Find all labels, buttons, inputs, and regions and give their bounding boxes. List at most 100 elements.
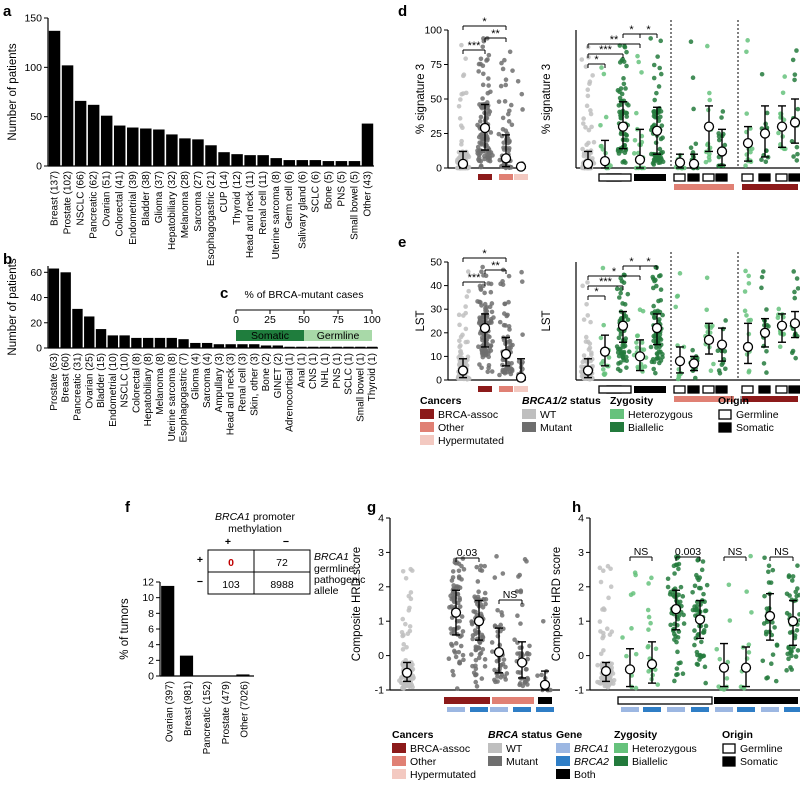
y-tick-label: 100 bbox=[424, 25, 442, 37]
data-point bbox=[585, 313, 591, 318]
data-point bbox=[499, 610, 504, 615]
data-point bbox=[722, 142, 728, 148]
data-point bbox=[746, 281, 752, 286]
data-point bbox=[479, 676, 485, 681]
data-point bbox=[654, 345, 659, 350]
data-point bbox=[501, 140, 507, 145]
data-point bbox=[634, 110, 639, 116]
bar bbox=[178, 339, 189, 348]
segment-label: Germline bbox=[317, 330, 360, 342]
somatic-square bbox=[758, 385, 771, 394]
data-point bbox=[501, 337, 507, 343]
category-label: Germ cell (6) bbox=[284, 171, 295, 229]
cancer-strip bbox=[742, 396, 798, 402]
data-point bbox=[793, 654, 799, 659]
data-point bbox=[629, 626, 634, 631]
data-point bbox=[746, 642, 752, 647]
panel-label-d: d bbox=[398, 3, 407, 20]
legend-swatch bbox=[556, 743, 570, 753]
data-point bbox=[780, 90, 786, 96]
bar bbox=[272, 345, 284, 348]
category-label: Breast (981) bbox=[183, 681, 194, 736]
bar bbox=[127, 127, 139, 166]
data-point bbox=[760, 658, 766, 664]
legend-swatch bbox=[556, 756, 570, 766]
data-point bbox=[653, 646, 659, 652]
data-point bbox=[486, 365, 491, 371]
data-point bbox=[675, 671, 680, 677]
category-label: Ovarian (51) bbox=[102, 171, 113, 227]
data-point bbox=[653, 140, 659, 146]
data-point bbox=[403, 576, 409, 581]
data-point bbox=[608, 566, 613, 572]
data-point bbox=[784, 668, 789, 673]
category-label: Hepatobiliary (8) bbox=[143, 353, 154, 426]
data-point bbox=[446, 656, 452, 662]
data-point bbox=[498, 83, 504, 89]
data-point bbox=[589, 356, 595, 362]
data-point bbox=[486, 158, 491, 163]
data-point bbox=[759, 71, 765, 77]
legend-item: Biallelic bbox=[628, 422, 664, 434]
data-point bbox=[482, 657, 488, 662]
bar bbox=[260, 345, 272, 348]
data-point bbox=[793, 355, 798, 361]
data-point bbox=[676, 592, 681, 598]
data-point bbox=[785, 651, 790, 657]
data-point bbox=[473, 645, 479, 651]
col-header: − bbox=[283, 536, 289, 548]
data-point bbox=[489, 309, 495, 315]
category-label: Uterine sarcoma (8) bbox=[167, 353, 178, 441]
data-point bbox=[477, 315, 482, 320]
data-point bbox=[502, 57, 507, 63]
side-label: allele bbox=[314, 585, 339, 597]
data-point bbox=[766, 569, 771, 575]
data-point bbox=[595, 662, 600, 668]
legend-item: BRCA1 bbox=[574, 743, 609, 755]
sig-mark: * bbox=[482, 16, 487, 28]
data-point bbox=[478, 164, 484, 170]
data-point bbox=[656, 118, 662, 124]
data-point bbox=[789, 667, 794, 672]
cancer-strip bbox=[444, 697, 490, 704]
median-point bbox=[582, 158, 594, 170]
legend-swatch bbox=[614, 743, 628, 753]
data-point bbox=[407, 624, 413, 629]
data-point bbox=[598, 122, 603, 128]
category-label: Other (7026) bbox=[240, 681, 251, 738]
bar bbox=[355, 346, 366, 348]
category-label: CUP (14) bbox=[219, 171, 230, 213]
data-point bbox=[717, 656, 723, 662]
data-point bbox=[651, 62, 657, 68]
legend-title: Cancers bbox=[392, 729, 434, 741]
y-tick-label: 50 bbox=[430, 94, 442, 106]
side-label: BRCA1 bbox=[314, 551, 349, 563]
data-point bbox=[598, 335, 604, 341]
data-point bbox=[653, 158, 659, 163]
data-point bbox=[480, 647, 486, 652]
bar bbox=[201, 342, 213, 348]
data-point bbox=[480, 605, 486, 610]
data-point bbox=[792, 633, 798, 638]
category-label: PNS (5) bbox=[336, 171, 347, 207]
data-point bbox=[603, 114, 609, 120]
legend-title-rest: status bbox=[567, 395, 601, 407]
cancer-strip bbox=[499, 386, 513, 392]
data-point bbox=[476, 157, 481, 162]
category-label: Sarcoma (27) bbox=[193, 171, 204, 232]
data-point bbox=[480, 82, 486, 88]
y-tick-label: 3 bbox=[378, 547, 384, 559]
y-tick-label: 2 bbox=[578, 581, 584, 593]
data-point bbox=[515, 669, 521, 675]
data-point bbox=[600, 265, 606, 271]
data-point bbox=[460, 91, 466, 96]
median-point bbox=[716, 339, 728, 350]
data-point bbox=[633, 685, 639, 691]
sig-mark: *** bbox=[599, 44, 613, 56]
data-point bbox=[586, 127, 592, 133]
data-point bbox=[457, 585, 463, 591]
data-point bbox=[658, 287, 664, 292]
legend-swatch bbox=[420, 422, 434, 432]
table-cell: 72 bbox=[276, 557, 288, 569]
